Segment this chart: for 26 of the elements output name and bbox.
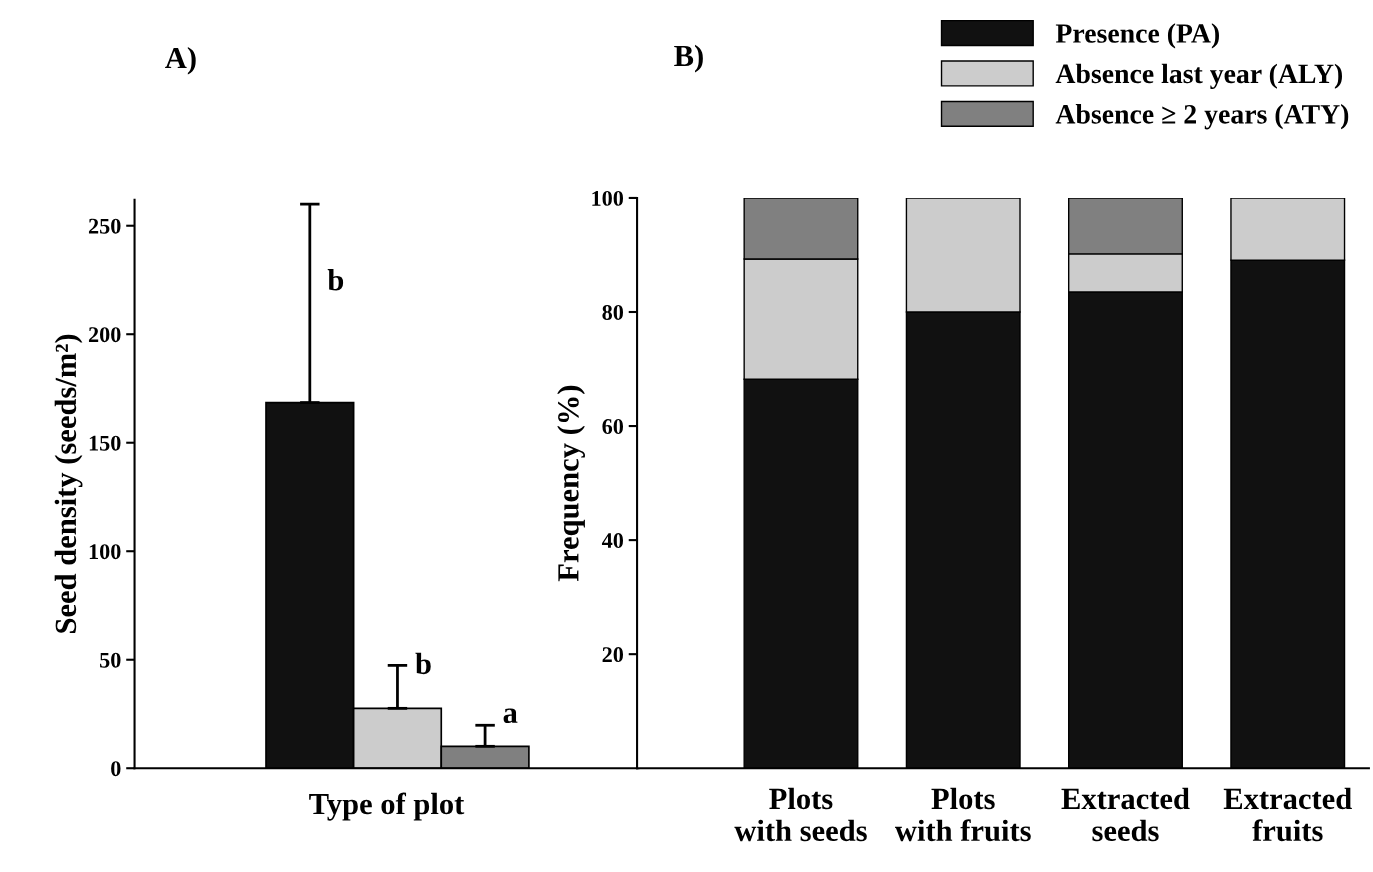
legend-label: Presence (PA) — [1055, 23, 1219, 49]
legend-label: Absence ≥ 2 years (ATY) — [1055, 104, 1349, 130]
y-tick-label: 80 — [602, 304, 624, 320]
y-tick-label: 200 — [88, 327, 121, 343]
chart-title: B) — [674, 44, 703, 73]
y-tick-label: 20 — [602, 647, 624, 663]
y-tick-label: 100 — [89, 544, 121, 560]
x-tick-label: Extracted fruits — [1223, 787, 1352, 842]
y-tick-label: 0 — [111, 761, 121, 777]
y-axis-title: Seed density (seeds/m²) — [54, 334, 83, 633]
x-tick-label: Plots with fruits — [894, 787, 1031, 842]
y-tick-label: 250 — [88, 218, 121, 234]
x-tick-label: Plots with seeds — [734, 787, 867, 842]
annotation: b — [415, 652, 431, 675]
annotation: b — [327, 269, 344, 291]
y-tick-label: 60 — [602, 418, 624, 434]
y-tick-label: 150 — [89, 435, 121, 451]
y-tick-label: 40 — [601, 533, 624, 549]
annotation: a — [503, 708, 518, 724]
x-tick-label: Extracted seeds — [1061, 787, 1190, 842]
chart-title: A) — [165, 46, 196, 75]
y-tick-label: 100 — [592, 190, 624, 206]
legend-label: Absence last year (ALY) — [1055, 63, 1343, 89]
y-axis-title: Frequency (%) — [557, 385, 585, 582]
x-axis-title: Type of plot — [309, 792, 465, 821]
y-tick-label: 50 — [100, 652, 121, 668]
